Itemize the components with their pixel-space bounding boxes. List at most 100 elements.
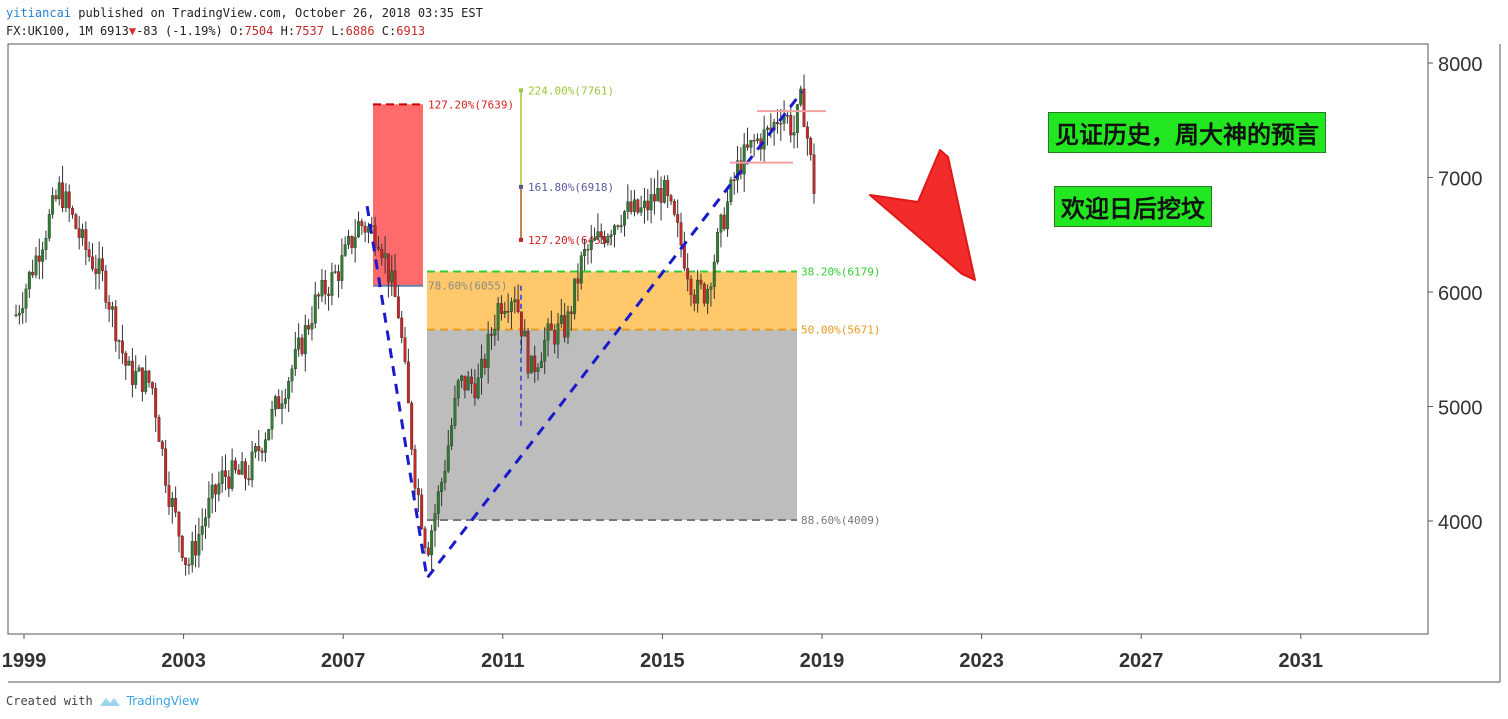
- candle-body: [533, 355, 537, 372]
- candle: [702, 281, 706, 307]
- candle: [709, 282, 713, 307]
- candle: [310, 306, 314, 341]
- candle-body: [280, 403, 284, 409]
- candle-body: [333, 271, 337, 273]
- candle: [164, 439, 168, 494]
- candle-body: [493, 329, 497, 336]
- candle: [204, 508, 207, 539]
- candle-body: [692, 294, 696, 304]
- candle-body: [766, 127, 769, 130]
- candle-body: [101, 258, 104, 272]
- candle: [210, 473, 214, 514]
- candle-body: [569, 311, 573, 314]
- x-tick-label: 2019: [800, 650, 845, 672]
- candle: [134, 355, 138, 389]
- candle: [383, 236, 387, 274]
- candle-body: [340, 255, 344, 281]
- candle-body: [147, 370, 151, 383]
- candle-body: [224, 470, 227, 478]
- candle-body: [669, 195, 673, 202]
- candle: [307, 318, 311, 336]
- candle-body: [729, 179, 733, 203]
- candle-body: [200, 525, 204, 535]
- candle: [446, 429, 450, 473]
- fib-label-382: 38.20%(6179): [801, 266, 880, 279]
- open-value: 7504: [244, 24, 274, 38]
- candle: [386, 253, 390, 298]
- candle: [566, 305, 570, 345]
- candle-body: [97, 258, 101, 274]
- candle-body: [426, 547, 430, 556]
- down-arrow-drawing-icon: [869, 149, 976, 281]
- candle: [177, 510, 181, 553]
- x-tick-label: 2027: [1119, 650, 1164, 672]
- candle-body: [679, 222, 683, 246]
- candle-body: [775, 121, 779, 125]
- x-tick-label: 2011: [481, 650, 524, 672]
- candle: [732, 172, 736, 195]
- candle-body: [34, 255, 38, 276]
- candle: [257, 429, 261, 462]
- candle: [699, 273, 703, 290]
- created-with-label: Created with: [6, 694, 93, 708]
- candle-body: [400, 317, 404, 338]
- candle-body: [586, 249, 590, 251]
- candle: [809, 136, 813, 161]
- candle: [652, 178, 656, 215]
- candle: [426, 541, 430, 557]
- candle: [473, 369, 477, 406]
- candle: [154, 382, 158, 432]
- candle: [363, 221, 367, 242]
- candle-body: [177, 512, 181, 537]
- candle: [802, 74, 806, 128]
- candle-body: [87, 249, 91, 257]
- candle: [450, 418, 454, 450]
- candle: [101, 246, 104, 282]
- candle: [234, 457, 237, 474]
- candle: [440, 477, 444, 507]
- candle: [280, 390, 284, 425]
- candle: [160, 440, 164, 456]
- candle-body: [194, 541, 198, 556]
- candle: [243, 458, 247, 491]
- candle: [696, 269, 700, 313]
- candle: [357, 211, 360, 238]
- candle: [599, 223, 603, 245]
- candle-body: [107, 302, 111, 310]
- candle-body: [160, 441, 164, 449]
- candle: [396, 285, 400, 320]
- candle-body: [386, 253, 390, 283]
- candle-body: [140, 367, 144, 392]
- candle: [253, 443, 257, 459]
- candle: [712, 254, 716, 299]
- candle: [476, 363, 480, 400]
- high-value: 7537: [295, 24, 324, 38]
- candle-body: [71, 207, 74, 215]
- candle-body: [396, 296, 400, 319]
- candle: [463, 375, 467, 399]
- candle: [393, 254, 397, 298]
- candle-body: [253, 446, 257, 453]
- candle: [333, 264, 337, 274]
- candle: [190, 531, 194, 573]
- tradingview-logo-icon: [99, 698, 120, 706]
- candle-body: [64, 191, 68, 208]
- candle-body: [516, 299, 520, 312]
- candle: [416, 478, 420, 513]
- candle: [726, 190, 730, 237]
- candle: [400, 311, 404, 344]
- candle-body: [686, 268, 690, 280]
- candle-body: [789, 115, 793, 136]
- tradingview-brand[interactable]: TradingView: [126, 694, 200, 708]
- candle: [390, 255, 394, 296]
- candle: [94, 254, 98, 290]
- candle: [593, 227, 597, 242]
- candle-body: [563, 315, 567, 338]
- candle: [317, 292, 321, 310]
- candle: [543, 327, 547, 375]
- candle: [579, 251, 583, 290]
- candle: [779, 109, 783, 141]
- down-arrow-icon: ▼: [128, 24, 137, 38]
- author-link[interactable]: yitiancai: [6, 6, 72, 20]
